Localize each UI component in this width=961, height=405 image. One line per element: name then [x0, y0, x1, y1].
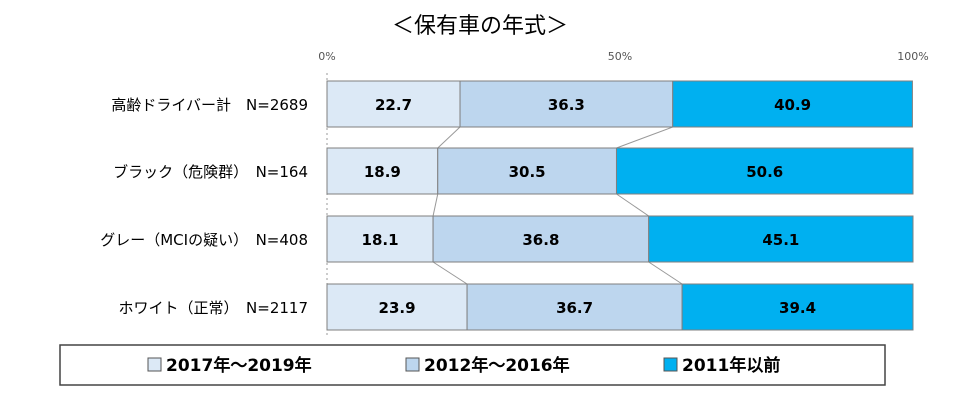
legend-label: 2012年～2016年	[424, 355, 570, 376]
series-line	[616, 193, 649, 217]
bar-segment	[466, 283, 683, 331]
series-line	[432, 261, 468, 285]
legend-label: 2011年以前	[682, 355, 780, 376]
data-label: 18.9	[364, 163, 401, 181]
legend-swatch	[405, 357, 420, 372]
data-label: 36.8	[522, 231, 559, 249]
legend-label: 2017年～2019年	[166, 355, 312, 376]
bars: 22.7 36.3 40.9 18.9 30.5 50.6 18.1 36.8 45.1 23.9…	[326, 80, 914, 331]
x-axis-ticks: 0% 50% 100%	[318, 50, 929, 335]
series-lines	[432, 126, 683, 285]
category-label: ホワイト（正常） N=2117	[119, 299, 308, 317]
bar-segment	[326, 147, 439, 195]
bar-segment	[615, 147, 914, 195]
bar-segment	[326, 283, 468, 331]
category-label: 高齢ドライバー計 N=2689	[111, 96, 308, 114]
x-tick-label: 100%	[897, 50, 928, 63]
bar-segment	[459, 80, 674, 128]
category-labels: 高齢ドライバー計 N=2689 ブラック（危険群） N=164 グレー（MCIの疑い…	[100, 96, 308, 317]
data-label: 23.9	[379, 299, 416, 317]
bar-segment	[437, 147, 617, 195]
series-line	[616, 126, 673, 149]
data-label: 50.6	[746, 163, 783, 181]
series-line	[648, 261, 683, 285]
data-label: 39.4	[779, 299, 816, 317]
data-label: 36.3	[548, 96, 585, 114]
bar-segment	[648, 215, 914, 263]
data-label: 45.1	[762, 231, 799, 249]
bar-segment	[672, 80, 913, 128]
data-label: 36.7	[556, 299, 593, 317]
chart-title: ＜保有車の年式＞	[392, 14, 568, 39]
legend: 2017年～2019年 2012年～2016年 2011年以前	[59, 344, 886, 386]
data-label: 22.7	[375, 96, 412, 114]
bar-segment	[326, 80, 461, 128]
bar-segment	[681, 283, 914, 331]
data-label: 30.5	[509, 163, 546, 181]
series-line	[432, 193, 439, 217]
series-line	[437, 126, 461, 149]
category-label: グレー（MCIの疑い） N=408	[100, 231, 308, 249]
x-tick-label: 0%	[318, 50, 335, 63]
category-label: ブラック（危険群） N=164	[113, 163, 308, 181]
bar-segment	[432, 215, 650, 263]
legend-swatch	[663, 357, 678, 372]
data-label: 40.9	[774, 96, 811, 114]
legend-swatch	[147, 357, 162, 372]
x-tick-label: 50%	[608, 50, 632, 63]
legend-frame	[59, 344, 886, 386]
data-label: 18.1	[362, 231, 399, 249]
